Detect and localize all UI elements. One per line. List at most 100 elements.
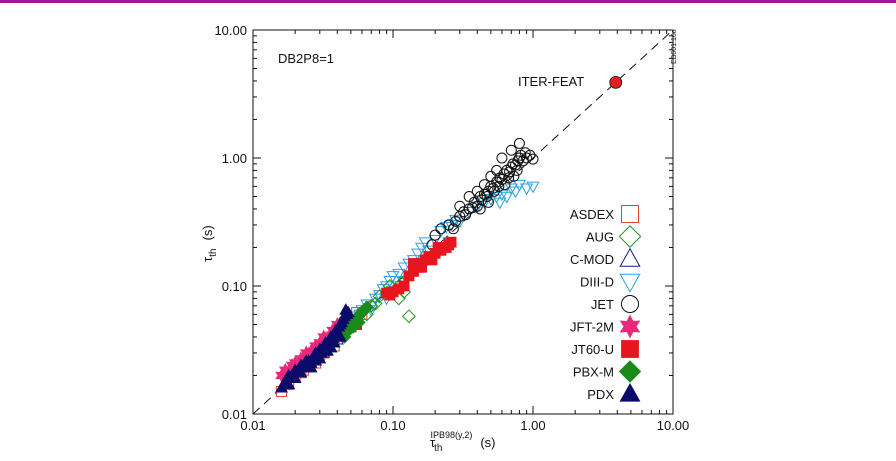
legend-marker-jet xyxy=(621,295,639,313)
point-jet xyxy=(513,137,525,149)
point-jet xyxy=(527,153,539,165)
y-tick-label: 1.00 xyxy=(222,151,247,166)
point-jet xyxy=(447,223,459,235)
point-diii-d xyxy=(397,262,411,275)
point-jet xyxy=(481,191,493,203)
y-tick-label: 0.01 xyxy=(222,407,247,422)
legend-marker-aug xyxy=(618,225,642,248)
point-jet xyxy=(482,196,494,208)
point-aug xyxy=(368,296,383,311)
point-diii-d xyxy=(428,234,442,247)
point-jet xyxy=(491,164,503,176)
point-jet xyxy=(511,164,523,176)
point-diii-d xyxy=(504,183,518,196)
point-jet xyxy=(478,179,490,191)
point-jet xyxy=(524,149,536,161)
series-pdx xyxy=(275,303,355,393)
legend-marker-pbx-m xyxy=(618,360,642,383)
point-pbx-m xyxy=(352,315,366,330)
point-pdx xyxy=(309,354,323,366)
iter-feat-point xyxy=(609,75,623,89)
annotation-db2p8: DB2P8=1 xyxy=(278,51,334,66)
point-diii-d xyxy=(434,226,448,238)
x-label-sub: th xyxy=(434,443,442,454)
point-pdx xyxy=(299,354,313,366)
legend-marker-pdx xyxy=(619,382,641,402)
legend-marker-jt60-u xyxy=(621,340,639,358)
legend-label-aug: AUG xyxy=(586,230,614,245)
point-diii-d xyxy=(418,237,432,250)
legend-label-diii-d: DIII-D xyxy=(580,275,614,290)
point-jt60-u xyxy=(398,280,410,292)
point-diii-d xyxy=(500,191,514,204)
legend: ASDEX AUG C-MOD DIII-D JET JFT-2M JT60-U PBX-M P… xyxy=(570,205,642,402)
x-tick-labels: 0.01 0.10 1.00 10.00 xyxy=(240,418,689,433)
legend-label-jt60-u: JT60-U xyxy=(571,342,614,357)
x-label-sup: IPB98(y,2) xyxy=(430,430,472,440)
x-label-main: τ xyxy=(430,435,436,450)
y-axis-label: τth (s) xyxy=(200,225,219,262)
x-tick-label: 0.10 xyxy=(380,418,405,433)
point-diii-d xyxy=(493,197,507,210)
y-label-sub: th xyxy=(208,249,219,257)
series-jet xyxy=(426,137,539,251)
point-jet xyxy=(471,185,483,197)
point-jet xyxy=(496,152,508,164)
legend-marker-c-mod xyxy=(619,247,641,267)
data-points xyxy=(275,137,540,397)
legend-label-asdex: ASDEX xyxy=(570,207,614,222)
top-accent-bar xyxy=(0,0,896,3)
point-jet xyxy=(458,206,470,218)
point-jet xyxy=(460,209,472,221)
point-jet xyxy=(435,223,447,235)
x-tick-label: 10.00 xyxy=(657,418,690,433)
point-diii-d xyxy=(519,183,534,196)
legend-marker-asdex xyxy=(621,205,639,223)
point-jet xyxy=(463,191,475,203)
y-label-main: τ xyxy=(200,256,215,262)
point-pbx-m xyxy=(359,300,374,315)
point-diii-d xyxy=(386,271,400,283)
plot-frame xyxy=(252,29,674,415)
iter-feat-label: ITER-FEAT xyxy=(518,74,584,89)
point-diii-d xyxy=(448,214,463,227)
point-pdx xyxy=(304,360,318,373)
point-jet xyxy=(467,202,479,214)
y-label-unit: (s) xyxy=(200,225,215,240)
point-jt60-u xyxy=(384,289,396,301)
point-jet xyxy=(454,200,466,212)
point-jet xyxy=(476,194,488,206)
point-jet xyxy=(508,170,520,182)
point-pdx xyxy=(333,330,347,342)
x-axis-label: τth IPB98(y,2) (s) xyxy=(430,430,496,454)
legend-label-jet: JET xyxy=(591,297,614,312)
point-jet xyxy=(485,170,497,182)
y-tick-labels: 0.01 0.10 1.00 10.00 xyxy=(214,23,247,422)
point-jet xyxy=(499,179,511,191)
point-jet xyxy=(503,172,515,184)
point-diii-d xyxy=(411,248,425,261)
x-tick-label: 0.01 xyxy=(240,418,265,433)
y-tick-label: 0.10 xyxy=(222,279,247,294)
legend-label-c-mod: C-MOD xyxy=(570,252,614,267)
point-pdx xyxy=(282,377,296,390)
point-jt60-u xyxy=(416,261,427,273)
point-jt60-u xyxy=(426,254,438,266)
axis-ticks xyxy=(252,29,674,415)
legend-marker-diii-d xyxy=(619,273,641,293)
point-jet xyxy=(505,144,517,156)
point-jt60-u xyxy=(443,239,455,251)
legend-label-pbx-m: PBX-M xyxy=(573,365,614,380)
point-diii-d xyxy=(392,268,406,281)
legend-label-jft-2m: JFT-2M xyxy=(570,320,614,335)
legend-label-pdx: PDX xyxy=(587,387,614,402)
y-tick-label: 10.00 xyxy=(214,23,247,38)
point-pdx xyxy=(341,305,355,318)
point-jet xyxy=(429,229,441,241)
point-jet xyxy=(521,152,533,164)
point-jet xyxy=(493,180,505,192)
point-jet xyxy=(496,173,508,185)
point-pdx xyxy=(324,340,338,353)
point-jet xyxy=(474,203,486,215)
